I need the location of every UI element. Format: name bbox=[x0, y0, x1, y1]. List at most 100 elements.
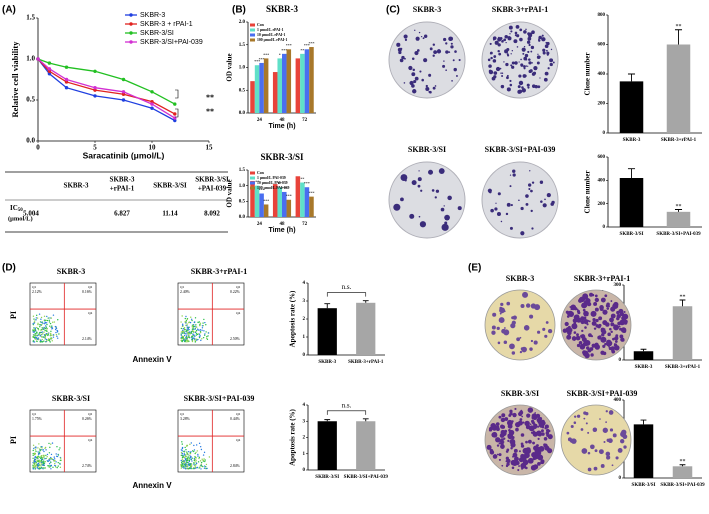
event bbox=[186, 464, 188, 466]
event bbox=[185, 341, 187, 343]
event bbox=[194, 466, 197, 468]
y-tick-label: 0 bbox=[619, 358, 622, 363]
colony bbox=[418, 31, 421, 34]
event bbox=[205, 463, 208, 466]
event bbox=[48, 321, 51, 323]
colony bbox=[514, 31, 518, 35]
cell bbox=[623, 320, 628, 325]
event bbox=[191, 338, 194, 341]
cell bbox=[520, 433, 525, 437]
error-bar bbox=[679, 464, 686, 467]
event bbox=[52, 314, 55, 316]
colony bbox=[423, 58, 428, 63]
cell bbox=[509, 343, 515, 350]
event bbox=[203, 467, 206, 469]
event bbox=[42, 454, 45, 457]
colony bbox=[492, 59, 497, 63]
cell bbox=[509, 412, 513, 416]
colony bbox=[458, 58, 461, 62]
event bbox=[39, 449, 41, 452]
event bbox=[59, 466, 62, 469]
cell bbox=[598, 316, 603, 321]
event bbox=[182, 330, 184, 332]
cell bbox=[616, 313, 621, 319]
colony bbox=[537, 53, 539, 55]
colony bbox=[518, 80, 524, 86]
event bbox=[191, 319, 193, 322]
bar bbox=[300, 182, 305, 217]
y-tick-label: 0 bbox=[603, 225, 606, 230]
legend-label: SKBR-3 bbox=[140, 12, 165, 19]
event bbox=[202, 454, 205, 456]
colony bbox=[524, 74, 527, 78]
event bbox=[59, 457, 62, 459]
colony bbox=[508, 35, 511, 38]
event bbox=[196, 450, 198, 452]
colony bbox=[448, 36, 453, 42]
colony bbox=[409, 213, 415, 219]
y-tick-label: 1.0 bbox=[239, 184, 246, 189]
colony bbox=[547, 67, 550, 70]
event bbox=[51, 337, 53, 340]
cell bbox=[517, 468, 520, 472]
event bbox=[37, 447, 39, 449]
cell bbox=[622, 329, 627, 334]
cell bbox=[605, 451, 611, 457]
event bbox=[198, 457, 200, 460]
event bbox=[53, 458, 56, 460]
cell bbox=[536, 413, 540, 418]
colony bbox=[428, 169, 434, 175]
bar bbox=[277, 187, 282, 217]
error-bar bbox=[627, 168, 636, 178]
x-axis-label: Saracatinib (μmol/L) bbox=[83, 150, 165, 160]
event bbox=[180, 465, 183, 467]
event bbox=[40, 321, 43, 323]
event bbox=[204, 460, 206, 463]
bar bbox=[295, 176, 301, 217]
event bbox=[185, 465, 187, 467]
event bbox=[55, 453, 57, 455]
colony bbox=[411, 180, 417, 186]
colony bbox=[505, 62, 509, 67]
event bbox=[190, 451, 192, 453]
point bbox=[150, 106, 154, 110]
y-tick-label: 2 bbox=[303, 436, 306, 441]
quadrant-label: Q4 bbox=[88, 438, 93, 442]
event bbox=[185, 454, 187, 456]
event bbox=[49, 341, 51, 343]
colony bbox=[420, 35, 423, 38]
event bbox=[33, 462, 35, 464]
y-tick-label: 1.5 bbox=[26, 14, 35, 22]
x-tick-label: SKBR-3/SI bbox=[632, 483, 656, 488]
colony bbox=[422, 37, 425, 40]
event bbox=[34, 458, 37, 461]
x-tick-label: SKBR-3 bbox=[623, 138, 641, 143]
colony bbox=[500, 220, 503, 223]
event bbox=[206, 467, 208, 470]
event bbox=[48, 442, 50, 445]
flow-x-label: Annexin V bbox=[132, 481, 172, 490]
legend-marker bbox=[129, 22, 133, 26]
event bbox=[36, 317, 39, 319]
colony bbox=[519, 28, 523, 32]
event bbox=[198, 333, 201, 335]
event bbox=[42, 333, 44, 335]
cell bbox=[491, 431, 498, 438]
event bbox=[32, 468, 34, 470]
legend-swatch bbox=[250, 181, 255, 185]
event bbox=[33, 447, 35, 450]
cell bbox=[498, 453, 502, 457]
colony bbox=[423, 34, 428, 38]
panel-label: (B) bbox=[232, 5, 246, 16]
cell bbox=[612, 303, 619, 310]
cell bbox=[603, 440, 606, 443]
cell bbox=[519, 350, 523, 354]
event bbox=[201, 465, 203, 467]
cell bbox=[535, 444, 539, 447]
point bbox=[121, 98, 126, 102]
event bbox=[41, 327, 43, 329]
event bbox=[193, 450, 195, 453]
point bbox=[93, 86, 97, 90]
cell bbox=[593, 466, 598, 471]
cell bbox=[605, 410, 608, 413]
